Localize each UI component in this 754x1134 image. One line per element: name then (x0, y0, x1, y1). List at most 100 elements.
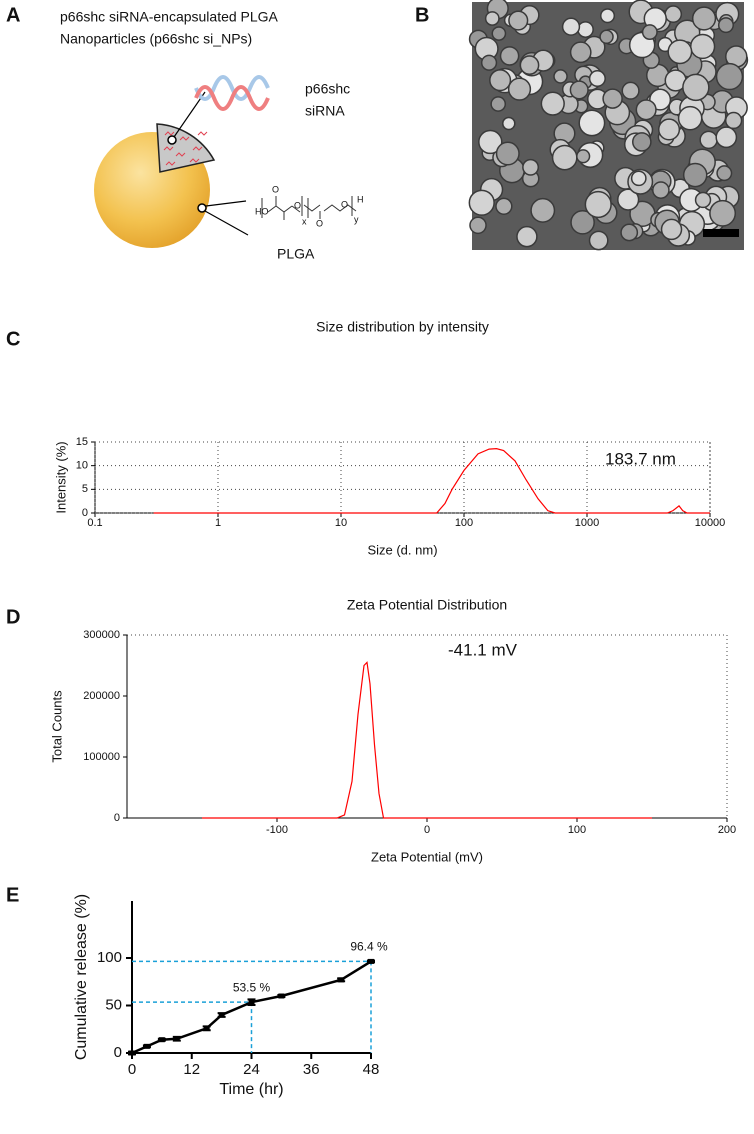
y-tick-label: 200000 (83, 690, 120, 702)
x-tick-label: 100 (568, 824, 586, 836)
x-axis-label: Time (hr) (219, 1081, 283, 1098)
callout-line (173, 91, 206, 138)
sem-grain (682, 162, 708, 188)
data-line (202, 661, 652, 819)
data-point (129, 1050, 135, 1056)
panel-label: C (6, 328, 20, 350)
panel-label: B (415, 4, 429, 26)
panel-b: B (415, 0, 749, 251)
sem-grain (657, 118, 681, 141)
y-tick-label: 0 (82, 507, 88, 519)
sem-grain (691, 6, 717, 31)
sem-grain (480, 54, 498, 71)
formula-text: O (316, 218, 323, 228)
x-tick-label: 12 (183, 1061, 200, 1078)
sem-grain (578, 109, 606, 137)
sem-grain (588, 230, 609, 251)
data-point (173, 1036, 180, 1042)
sem-grain (715, 126, 738, 149)
y-axis-label: Intensity (%) (53, 441, 68, 513)
sem-grain (516, 225, 538, 248)
sem-grain (569, 41, 592, 64)
x-tick-label: 10000 (695, 517, 726, 529)
x-tick-label: -100 (266, 824, 288, 836)
y-tick-label: 100 (97, 949, 122, 966)
sem-grain (602, 88, 623, 109)
sem-grain (519, 55, 540, 75)
sem-grain (677, 105, 703, 131)
sem-grain (561, 17, 581, 36)
sirna-label: p66shc (305, 81, 350, 97)
y-axis-label: Cumulative release (%) (73, 894, 90, 1060)
sem-grain (716, 165, 733, 182)
y-tick-label: 300000 (83, 629, 120, 641)
panel-label: E (6, 884, 19, 906)
sirna-helix (194, 75, 270, 111)
annotation: -41.1 mV (448, 640, 518, 659)
plga-label: PLGA (277, 246, 315, 262)
sem-grain (507, 77, 532, 101)
formula-text: O (341, 199, 348, 209)
sem-grain (551, 144, 578, 171)
sem-grain (584, 190, 612, 219)
y-tick-label: 100000 (83, 751, 120, 763)
data-point (278, 993, 285, 999)
x-axis-label: Size (d. nm) (367, 542, 437, 557)
sem-grain (499, 46, 520, 66)
sem-grain (478, 129, 503, 155)
sem-grains (468, 0, 749, 251)
sem-grain (570, 210, 595, 235)
plot-frame (126, 634, 728, 819)
sem-grain (553, 69, 568, 84)
sem-grain (599, 29, 614, 44)
sem-grain (530, 197, 556, 223)
sem-grain (660, 218, 683, 241)
panel-label: A (6, 4, 20, 26)
x-tick-label: 1000 (575, 517, 599, 529)
sem-grain (621, 81, 640, 100)
data-point (368, 958, 374, 964)
y-tick-label: 0 (114, 812, 120, 824)
x-tick-label: 0 (424, 824, 430, 836)
sem-grain (631, 132, 652, 152)
sem-grain (468, 189, 495, 216)
callout-line (204, 210, 249, 236)
x-tick-label: 24 (243, 1061, 260, 1078)
x-axis-label: Zeta Potential (mV) (371, 849, 483, 864)
sem-grain (484, 11, 500, 26)
sem-grain (490, 96, 507, 112)
x-tick-label: 36 (303, 1061, 320, 1078)
sem-grain (522, 158, 540, 176)
sem-grain (635, 99, 657, 121)
data-point (203, 1025, 210, 1031)
data-point (143, 1043, 150, 1049)
plga-formula: HO O O O O x y H (255, 184, 364, 228)
x-tick-label: 48 (363, 1061, 380, 1078)
sem-grain (588, 70, 606, 88)
sem-grain (577, 21, 594, 38)
sem-grain (495, 197, 513, 215)
y-tick-label: 5 (82, 483, 88, 495)
annotation: 183.7 nm (605, 449, 676, 468)
sem-grain (540, 91, 565, 116)
y-axis-label: Total Counts (49, 690, 64, 763)
chart-title: Size distribution by intensity (316, 319, 489, 335)
x-tick-label: 200 (718, 824, 736, 836)
sem-grain (715, 62, 744, 91)
panel-label: D (6, 606, 20, 628)
chart-title: Zeta Potential Distribution (347, 597, 507, 613)
y-tick-label: 10 (76, 460, 88, 472)
data-point (218, 1012, 225, 1018)
x-tick-label: 0.1 (87, 517, 102, 529)
sem-grain (682, 73, 710, 102)
sem-grain (495, 141, 520, 166)
sem-grain (569, 80, 589, 100)
formula-text: O (272, 184, 279, 194)
sem-grain (709, 199, 737, 227)
value-label: 53.5 % (233, 980, 271, 994)
formula-text: O (294, 200, 301, 210)
data-point (158, 1037, 165, 1043)
formula-text: x (302, 216, 307, 226)
title-line: Nanoparticles (p66shc si_NPs) (60, 31, 252, 47)
